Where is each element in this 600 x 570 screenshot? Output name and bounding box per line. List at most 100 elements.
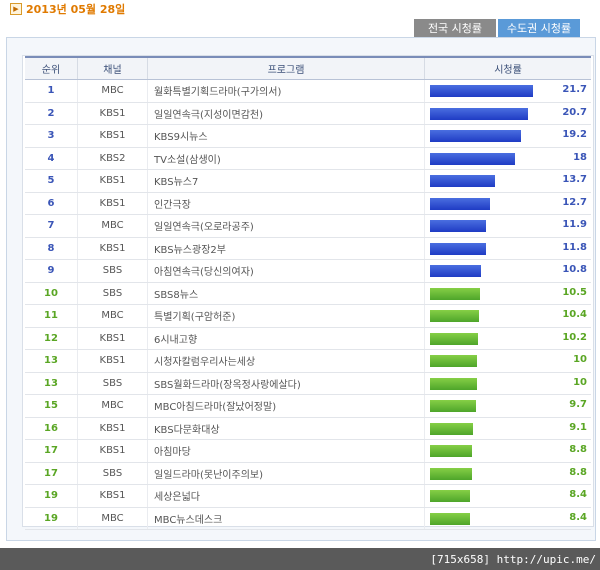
rating-bar bbox=[430, 287, 480, 300]
rating-cell: 9.7 bbox=[424, 394, 591, 418]
date-label: 2013년 05월 28일 bbox=[26, 3, 126, 16]
rating-value: 11.8 bbox=[562, 241, 587, 253]
header-rating: 시청률 bbox=[424, 56, 591, 80]
rank-cell: 13 bbox=[25, 349, 78, 373]
rating-value: 12.7 bbox=[562, 196, 587, 208]
rating-cell: 10.4 bbox=[424, 304, 591, 328]
rating-bar bbox=[430, 220, 486, 232]
channel-cell: KBS1 bbox=[77, 349, 148, 373]
header-program: 프로그램 bbox=[147, 56, 425, 80]
channel-cell: MBC bbox=[77, 304, 148, 328]
table-body: 1 MBC 월화특별기획드라마(구가의서) 21.7 2 KBS1 일일연속극(지성이면감천… bbox=[25, 79, 591, 530]
rating-bar bbox=[430, 512, 470, 525]
program-cell: 세상은넓다 bbox=[147, 484, 425, 508]
channel-cell: SBS bbox=[77, 259, 148, 283]
table-header-row: 순위 채널 프로그램 시청률 bbox=[25, 56, 591, 80]
rating-bar bbox=[430, 445, 472, 457]
rating-value: 10.4 bbox=[562, 309, 587, 320]
rating-bar bbox=[430, 332, 478, 345]
rating-cell: 10.5 bbox=[424, 282, 591, 305]
rating-cell: 10.8 bbox=[424, 259, 591, 283]
rating-value: 8.8 bbox=[569, 466, 587, 478]
program-cell: MBC뉴스데스크 bbox=[147, 507, 425, 530]
table-row: 12 KBS1 6시내고향 10.2 bbox=[25, 327, 591, 350]
table-row: 13 KBS1 시청자칼럼우리사는세상 10 bbox=[25, 349, 591, 373]
rank-cell: 2 bbox=[25, 102, 78, 125]
rating-cell: 11.9 bbox=[424, 214, 591, 238]
header-rank: 순위 bbox=[25, 56, 78, 80]
channel-cell: KBS1 bbox=[77, 102, 148, 125]
table-row: 6 KBS1 인간극장 12.7 bbox=[25, 192, 591, 215]
program-cell: 특별기획(구암허준) bbox=[147, 304, 425, 328]
tab-nationwide[interactable]: 전국 시청률 bbox=[414, 19, 496, 37]
program-cell: SBS월화드라마(장옥정사랑에살다) bbox=[147, 372, 425, 395]
channel-cell: KBS2 bbox=[77, 147, 148, 170]
rating-bar bbox=[430, 467, 472, 480]
program-cell: TV소설(삼생이) bbox=[147, 147, 425, 170]
rating-cell: 10 bbox=[424, 349, 591, 373]
arrow-right-icon: ▶ bbox=[10, 3, 22, 15]
rating-value: 11.9 bbox=[562, 219, 587, 230]
program-cell: 6시내고향 bbox=[147, 327, 425, 350]
table-row: 16 KBS1 KBS다문화대상 9.1 bbox=[25, 417, 591, 440]
program-cell: MBC아침드라마(잘났어정말) bbox=[147, 394, 425, 418]
program-cell: KBS다문화대상 bbox=[147, 417, 425, 440]
page-frame: ▶ 2013년 05월 28일 전국 시청률 수도권 시청률 순위 채널 프로그… bbox=[0, 0, 600, 548]
rating-value: 21.7 bbox=[562, 84, 587, 95]
rating-value: 9.7 bbox=[569, 399, 587, 410]
rating-bar bbox=[430, 310, 479, 322]
table-row: 11 MBC 특별기획(구암허준) 10.4 bbox=[25, 304, 591, 328]
program-cell: 일일연속극(오로라공주) bbox=[147, 214, 425, 238]
rank-cell: 10 bbox=[25, 282, 78, 305]
program-cell: 아침마당 bbox=[147, 439, 425, 463]
rank-cell: 8 bbox=[25, 237, 78, 260]
rank-cell: 13 bbox=[25, 372, 78, 395]
table-row: 5 KBS1 KBS뉴스7 13.7 bbox=[25, 169, 591, 193]
channel-cell: KBS1 bbox=[77, 192, 148, 215]
program-cell: 인간극장 bbox=[147, 192, 425, 215]
rating-bar bbox=[430, 355, 477, 367]
rank-cell: 5 bbox=[25, 169, 78, 193]
table-row: 7 MBC 일일연속극(오로라공주) 11.9 bbox=[25, 214, 591, 238]
rating-cell: 10.2 bbox=[424, 327, 591, 350]
rating-cell: 8.8 bbox=[424, 462, 591, 485]
rating-cell: 8.4 bbox=[424, 484, 591, 508]
rating-bar bbox=[430, 175, 495, 187]
channel-cell: KBS1 bbox=[77, 417, 148, 440]
header-channel: 채널 bbox=[77, 56, 148, 80]
program-cell: KBS9시뉴스 bbox=[147, 124, 425, 148]
rank-cell: 15 bbox=[25, 394, 78, 418]
rating-value: 20.7 bbox=[562, 106, 587, 118]
rating-value: 13.7 bbox=[562, 174, 587, 185]
rating-value: 8.4 bbox=[569, 489, 587, 500]
tab-capital-region[interactable]: 수도권 시청률 bbox=[498, 19, 580, 37]
rating-cell: 12.7 bbox=[424, 192, 591, 215]
rating-cell: 18 bbox=[424, 147, 591, 170]
table-row: 2 KBS1 일일연속극(지성이면감천) 20.7 bbox=[25, 102, 591, 125]
rank-cell: 17 bbox=[25, 462, 78, 485]
rank-cell: 1 bbox=[25, 79, 78, 103]
channel-cell: SBS bbox=[77, 372, 148, 395]
table-row: 10 SBS SBS8뉴스 10.5 bbox=[25, 282, 591, 305]
table-row: 17 KBS1 아침마당 8.8 bbox=[25, 439, 591, 463]
rating-bar bbox=[430, 107, 528, 120]
table-row: 13 SBS SBS월화드라마(장옥정사랑에살다) 10 bbox=[25, 372, 591, 395]
ratings-panel: 순위 채널 프로그램 시청률 1 MBC 월화특별기획드라마(구가의서) 21.7 2 K… bbox=[6, 37, 596, 541]
date-row: ▶ 2013년 05월 28일 bbox=[10, 2, 125, 16]
watermark: [715x658] http://upic.me/ bbox=[430, 553, 596, 566]
program-cell: 일일연속극(지성이면감천) bbox=[147, 102, 425, 125]
rank-cell: 19 bbox=[25, 484, 78, 508]
rating-cell: 11.8 bbox=[424, 237, 591, 260]
rank-cell: 19 bbox=[25, 507, 78, 530]
channel-cell: MBC bbox=[77, 507, 148, 530]
table-row: 15 MBC MBC아침드라마(잘났어정말) 9.7 bbox=[25, 394, 591, 418]
rating-bar bbox=[430, 265, 481, 277]
rating-bar bbox=[430, 377, 477, 390]
rating-value: 8.4 bbox=[569, 511, 587, 523]
channel-cell: SBS bbox=[77, 462, 148, 485]
rank-cell: 11 bbox=[25, 304, 78, 328]
rating-value: 18 bbox=[573, 151, 587, 163]
rating-cell: 13.7 bbox=[424, 169, 591, 193]
channel-cell: MBC bbox=[77, 394, 148, 418]
channel-cell: KBS1 bbox=[77, 237, 148, 260]
